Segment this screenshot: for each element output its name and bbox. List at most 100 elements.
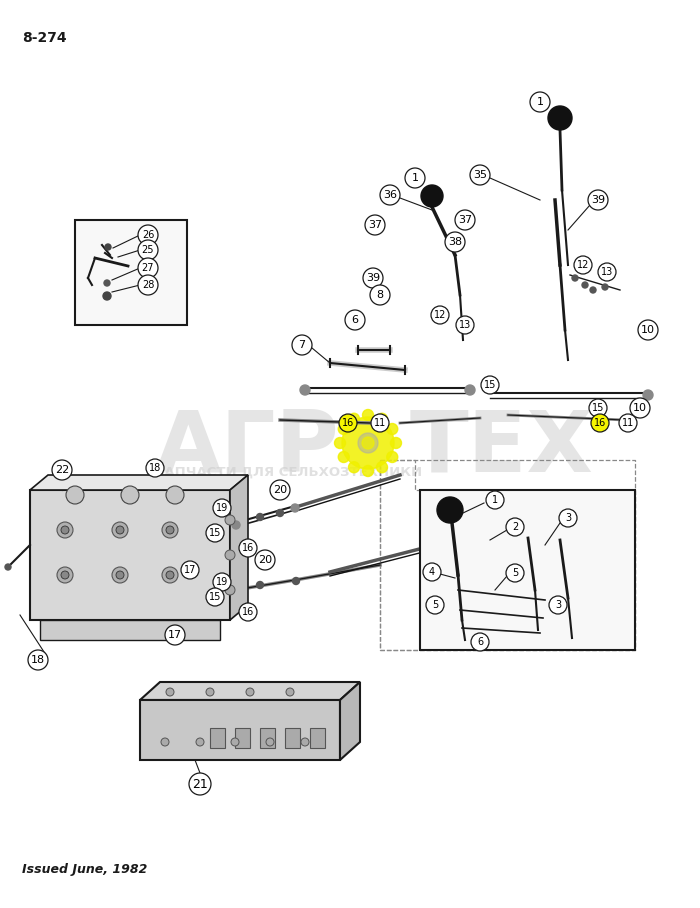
- Circle shape: [559, 509, 577, 527]
- Polygon shape: [40, 620, 220, 640]
- Circle shape: [256, 514, 263, 520]
- Circle shape: [445, 232, 465, 252]
- Bar: [310, 728, 325, 748]
- Circle shape: [437, 497, 463, 523]
- Text: 27: 27: [141, 263, 154, 273]
- Circle shape: [104, 280, 110, 286]
- Text: 20: 20: [258, 555, 272, 565]
- Circle shape: [371, 414, 389, 432]
- Circle shape: [589, 399, 607, 417]
- Circle shape: [213, 499, 231, 517]
- Circle shape: [380, 185, 400, 205]
- Circle shape: [105, 244, 111, 250]
- Circle shape: [591, 414, 609, 432]
- Polygon shape: [340, 682, 360, 760]
- Circle shape: [300, 385, 310, 395]
- Circle shape: [365, 215, 385, 235]
- Circle shape: [339, 414, 357, 432]
- Text: 16: 16: [594, 418, 606, 428]
- Text: 7: 7: [298, 340, 306, 350]
- Circle shape: [181, 561, 199, 579]
- Circle shape: [270, 480, 290, 500]
- Text: 1: 1: [536, 97, 543, 107]
- Text: ЗАПЧАСТИ ДЛЯ СЕЛЬХОЗТЕХНИКИ: ЗАПЧАСТИ ДЛЯ СЕЛЬХОЗТЕХНИКИ: [155, 466, 422, 479]
- Circle shape: [231, 738, 239, 746]
- Circle shape: [61, 571, 69, 579]
- Text: 28: 28: [142, 280, 154, 290]
- Text: 19: 19: [216, 503, 228, 513]
- Circle shape: [138, 258, 158, 278]
- Text: 12: 12: [577, 260, 589, 270]
- Circle shape: [57, 567, 73, 583]
- Circle shape: [225, 550, 235, 560]
- Text: 15: 15: [209, 592, 221, 602]
- Text: АГР: АГР: [155, 407, 340, 489]
- Circle shape: [138, 225, 158, 245]
- Circle shape: [423, 563, 441, 581]
- Circle shape: [225, 585, 235, 595]
- Circle shape: [342, 417, 394, 469]
- Text: 3: 3: [565, 513, 571, 523]
- Circle shape: [486, 491, 504, 509]
- Text: 11: 11: [374, 418, 386, 428]
- Bar: [420, 490, 635, 650]
- Circle shape: [266, 738, 274, 746]
- Text: 5: 5: [512, 568, 518, 578]
- Circle shape: [386, 451, 398, 462]
- Circle shape: [239, 539, 257, 557]
- Circle shape: [165, 625, 185, 645]
- Circle shape: [161, 738, 169, 746]
- Text: 4: 4: [429, 567, 435, 577]
- Circle shape: [206, 688, 214, 696]
- Polygon shape: [30, 475, 248, 490]
- Circle shape: [256, 581, 263, 588]
- Circle shape: [530, 92, 550, 112]
- Text: 25: 25: [141, 245, 154, 255]
- Text: 13: 13: [601, 267, 613, 277]
- Circle shape: [112, 567, 128, 583]
- Circle shape: [206, 524, 224, 542]
- Circle shape: [162, 567, 178, 583]
- Circle shape: [338, 451, 349, 462]
- Circle shape: [146, 459, 164, 477]
- Text: 15: 15: [209, 528, 221, 538]
- Circle shape: [121, 486, 139, 504]
- Circle shape: [345, 310, 365, 330]
- Text: 17: 17: [184, 565, 196, 575]
- Circle shape: [138, 275, 158, 295]
- Circle shape: [638, 320, 658, 340]
- Bar: [260, 728, 275, 748]
- Text: 36: 36: [383, 190, 397, 200]
- Circle shape: [362, 437, 374, 449]
- Circle shape: [276, 509, 284, 517]
- Text: 22: 22: [55, 465, 69, 475]
- Text: 8: 8: [377, 290, 384, 300]
- Circle shape: [61, 526, 69, 534]
- Circle shape: [255, 550, 275, 570]
- Text: 38: 38: [448, 237, 462, 247]
- Bar: [75, 220, 187, 325]
- Circle shape: [138, 240, 158, 260]
- Circle shape: [28, 650, 48, 670]
- Circle shape: [582, 282, 588, 288]
- Circle shape: [166, 571, 174, 579]
- Circle shape: [66, 486, 84, 504]
- Text: 39: 39: [591, 195, 605, 205]
- Circle shape: [421, 185, 443, 207]
- Circle shape: [470, 165, 490, 185]
- Circle shape: [548, 106, 572, 130]
- Polygon shape: [140, 682, 360, 700]
- Circle shape: [549, 596, 567, 614]
- Circle shape: [116, 526, 124, 534]
- Text: 15: 15: [592, 403, 604, 413]
- Circle shape: [239, 603, 257, 621]
- Text: 18: 18: [149, 463, 161, 473]
- Circle shape: [506, 564, 524, 582]
- Text: 10: 10: [641, 325, 655, 335]
- Text: 18: 18: [31, 655, 45, 665]
- Circle shape: [574, 256, 592, 274]
- Text: 16: 16: [242, 543, 254, 553]
- Circle shape: [206, 588, 224, 606]
- Text: 3: 3: [555, 600, 561, 610]
- Circle shape: [162, 522, 178, 538]
